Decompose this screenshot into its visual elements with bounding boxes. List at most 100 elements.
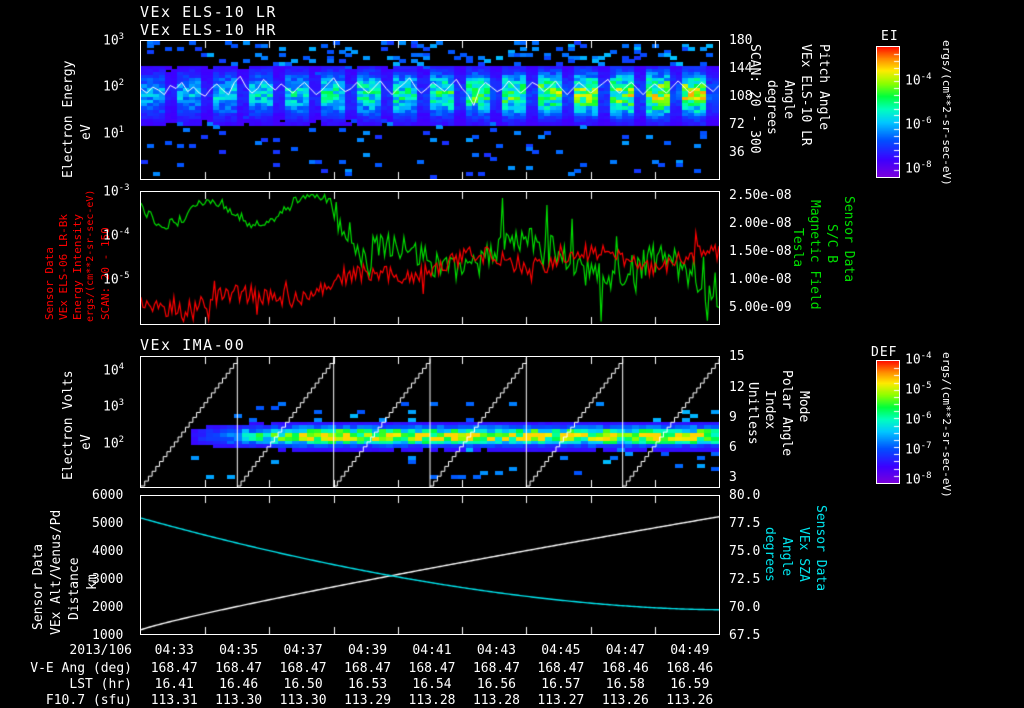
- bottom-time-value: 04:49: [670, 643, 710, 658]
- panel4-rtick-675: 67.5: [729, 628, 761, 643]
- panel4-right-axis-label-3: Angle: [779, 537, 794, 577]
- bottom-time-value: 04:37: [283, 643, 323, 658]
- panel3-cb-tick-5: 10-8: [905, 471, 932, 488]
- panel1-ytick-10: 101: [103, 125, 125, 142]
- panel2-right-axis-label-2: S/C B: [824, 224, 839, 264]
- bottom-lst-value: 16.54: [412, 677, 452, 692]
- panel3-rtick-6: 6: [729, 440, 737, 455]
- bottom-f107-value: 113.28: [472, 693, 520, 708]
- bottom-lst-value: 16.41: [154, 677, 194, 692]
- bottom-time-value: 04:33: [154, 643, 194, 658]
- panel1-colorbar-title: EI: [881, 29, 899, 44]
- panel3-cb-tick-4: 10-7: [905, 441, 932, 458]
- bottom-lst-value: 16.57: [541, 677, 581, 692]
- panel2-rtick-1: 2.50e-08: [729, 188, 792, 203]
- panel1-left-axis-unit: eV: [79, 124, 94, 140]
- panel2-left-axis-label-2: VEx ELS-06 LR-Bk: [57, 214, 70, 320]
- panel4-right-axis-label-2: VEx SZA: [796, 527, 811, 582]
- bottom-f107-value: 113.26: [601, 693, 649, 708]
- bottom-f107-value: 113.26: [666, 693, 714, 708]
- panel4-left-axis-label-3: Distance: [67, 557, 82, 620]
- panel1-cb-tick-3: 10-8: [905, 160, 932, 177]
- bottom-ve-ang-value: 168.47: [408, 661, 456, 676]
- panel3-spectrogram: [141, 357, 719, 487]
- panel1-right-axis-label-4: degrees: [764, 80, 779, 135]
- panel4-ytick-4000: 4000: [92, 544, 124, 559]
- bottom-lst-value: 16.56: [476, 677, 516, 692]
- panel1-rtick-180: 180: [729, 33, 753, 48]
- panel3-cb-tick-2: 10-5: [905, 381, 932, 398]
- panel2-right-axis-label-3: Magnetic Field: [807, 200, 822, 310]
- panel3-right-axis-label-4: Unitless: [745, 382, 760, 445]
- panel3-right-axis-label-1: Mode: [796, 391, 811, 423]
- panel4-left-axis-label-2: VEx Alt/Venus/Pd: [49, 509, 64, 635]
- bottom-row-label-lst: LST (hr): [69, 677, 132, 692]
- panel2-ytick-1e-5: 10-5: [103, 271, 130, 288]
- panel4-rtick-775: 77.5: [729, 516, 761, 531]
- panel1-ytick-1000: 103: [103, 32, 125, 49]
- panel2-rtick-3: 1.50e-08: [729, 244, 792, 259]
- panel3-ytick-1e2: 102: [103, 435, 125, 452]
- bottom-time-value: 04:45: [541, 643, 581, 658]
- bottom-f107-value: 113.30: [215, 693, 263, 708]
- bottom-time-value: 04:39: [347, 643, 388, 658]
- panel1-rtick-36: 36: [729, 145, 745, 160]
- bottom-ve-ang-value: 168.47: [279, 661, 327, 676]
- bottom-row-label-time: 2013/106: [69, 643, 132, 658]
- panel1-spectrogram: [141, 41, 719, 179]
- panel2-ytick-1e-3: 10-3: [103, 183, 130, 200]
- panel2-left-axis-label-4: ergs/(cm**2-sr-sec-eV): [85, 189, 96, 322]
- panel1-cb-tick-1: 10-4: [905, 72, 932, 89]
- panel4-rtick-725: 72.5: [729, 572, 761, 587]
- panel3-right-axis-label-3: Index: [762, 390, 777, 430]
- bottom-ve-ang-value: 168.47: [215, 661, 263, 676]
- bottom-lst-value: 16.46: [219, 677, 259, 692]
- panel1-rtick-108: 108: [729, 89, 753, 104]
- bottom-f107-value: 113.28: [408, 693, 456, 708]
- panel2-left-axis-label-3: Energy Intensity: [71, 214, 84, 320]
- panel1-ytick-100: 102: [103, 78, 125, 95]
- bottom-f107-value: 113.29: [344, 693, 392, 708]
- panel1-plot-frame[interactable]: [140, 40, 720, 180]
- panel3-colorbar-title: DEF: [871, 345, 898, 360]
- panel2-right-axis-label-1: Sensor Data: [841, 196, 856, 283]
- panel1-colorbar: [876, 46, 900, 178]
- panel2-plot-frame[interactable]: [140, 191, 720, 325]
- panel4-ytick-3000: 3000: [92, 572, 124, 587]
- panel2-lines: [141, 192, 719, 324]
- panel4-left-axis-label-1: Sensor Data: [31, 543, 46, 630]
- bottom-lst-value: 16.59: [670, 677, 710, 692]
- panel3-rtick-3: 3: [729, 470, 737, 485]
- panel3-cb-tick-3: 10-6: [905, 411, 932, 428]
- panel1-right-axis-label-3: Angle: [781, 80, 796, 120]
- panel3-colorbar: [876, 360, 900, 484]
- panel1-cb-tick-2: 10-6: [905, 116, 932, 133]
- bottom-lst-value: 16.50: [283, 677, 323, 692]
- panel4-plot-frame[interactable]: [140, 495, 720, 635]
- panel3-cb-tick-1: 10-4: [905, 351, 932, 368]
- panel1-right-axis-label-1: Pitch Angle: [816, 44, 831, 131]
- panel2-rtick-2: 2.00e-08: [729, 216, 792, 231]
- panel1-rtick-72: 72: [729, 117, 745, 132]
- panel3-left-axis-label: Electron Volts: [61, 370, 76, 480]
- bottom-row-label-ve-ang: V-E Ang (deg): [30, 661, 132, 676]
- panel3-title: VEx IMA-00: [140, 336, 246, 354]
- panel4-rtick-80: 80.0: [729, 488, 761, 503]
- panel3-right-axis-label-2: Polar Angle: [779, 370, 794, 457]
- panel3-plot-frame[interactable]: [140, 356, 720, 488]
- panel4-right-axis-label-4: degrees: [762, 527, 777, 582]
- bottom-ve-ang-value: 168.47: [472, 661, 520, 676]
- panel4-ytick-6000: 6000: [92, 488, 124, 503]
- bottom-time-value: 04:43: [476, 643, 516, 658]
- panel3-ytick-1e4: 104: [103, 362, 125, 379]
- panel3-rtick-12: 12: [729, 380, 745, 395]
- panel3-ytick-1e3: 103: [103, 398, 125, 415]
- bottom-f107-value: 113.30: [279, 693, 327, 708]
- bottom-time-value: 04:41: [412, 643, 452, 658]
- panel4-ytick-2000: 2000: [92, 600, 124, 615]
- panel2-ytick-1e-4: 10-4: [103, 227, 130, 244]
- panel1-left-axis-label: Electron Energy: [61, 60, 76, 178]
- panel2-right-axis-label-4: Tesla: [790, 228, 805, 268]
- bottom-f107-value: 113.27: [537, 693, 585, 708]
- panel4-right-axis-label-1: Sensor Data: [813, 505, 828, 592]
